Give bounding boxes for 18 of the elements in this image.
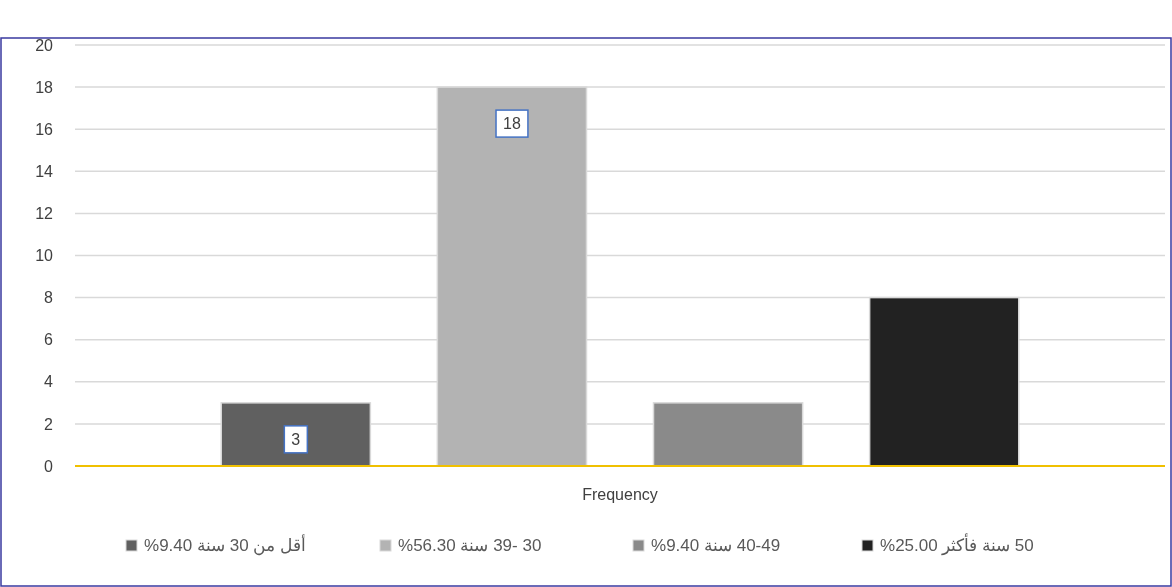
y-tick-label: 4: [44, 373, 54, 391]
legend-label: 40-49 سنة 9.40%: [651, 536, 781, 555]
y-tick-label: 2: [44, 415, 54, 433]
data-label: 18: [503, 115, 521, 133]
y-tick-label: 16: [35, 120, 54, 138]
y-tick-label: 10: [35, 247, 54, 265]
y-tick-label: 8: [44, 289, 54, 307]
legend-label: 30 -39 سنة 56.30%: [398, 536, 542, 555]
y-tick-label: 6: [44, 331, 54, 349]
y-tick-label: 20: [35, 36, 54, 54]
y-tick-label: 0: [44, 457, 54, 475]
x-axis-title: Frequency: [582, 486, 658, 503]
legend-label: 50 سنة فأكثر 25.00%: [880, 533, 1034, 556]
y-tick-label: 14: [35, 162, 54, 180]
data-label: 3: [291, 430, 301, 448]
y-tick-label: 12: [35, 205, 54, 223]
legend-label: أقل من 30 سنة 9.40%: [144, 534, 307, 556]
y-tick-label: 18: [35, 78, 54, 96]
